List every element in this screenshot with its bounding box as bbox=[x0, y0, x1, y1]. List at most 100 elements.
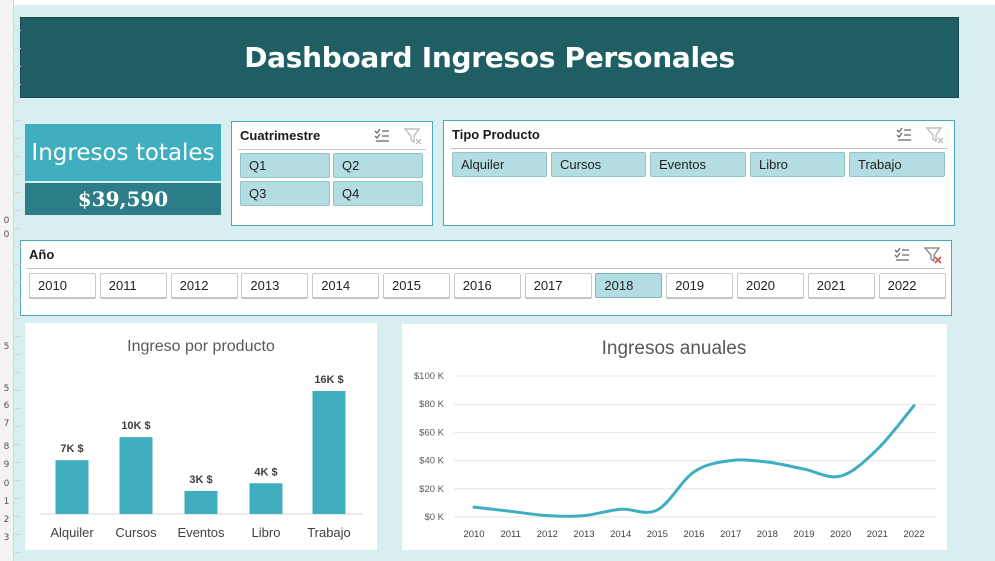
slicer-button-year-2015[interactable]: 2015 bbox=[383, 273, 450, 298]
grid-line bbox=[13, 192, 21, 193]
row-number[interactable]: 0 bbox=[3, 216, 10, 226]
category-label: Libro bbox=[252, 525, 281, 540]
slicer-tipo-producto[interactable]: Tipo Producto Alquiler Cursos Eventos Li… bbox=[443, 120, 955, 226]
row-number[interactable]: 7 bbox=[3, 419, 10, 429]
y-tick-label: $20 K bbox=[419, 484, 444, 495]
grid-line bbox=[13, 444, 21, 445]
slicer-button-year-2011[interactable]: 2011 bbox=[99, 273, 167, 298]
bar-cursos[interactable] bbox=[119, 437, 153, 514]
dashboard-title-banner: Dashboard Ingresos Personales bbox=[20, 17, 959, 98]
slicer-button-libro[interactable]: Libro bbox=[750, 152, 845, 177]
slicer-button-alquiler[interactable]: Alquiler bbox=[452, 152, 547, 177]
slicer-divider bbox=[27, 268, 945, 269]
kpi-label: Ingresos totales bbox=[31, 139, 215, 166]
slicer-button-year-2022[interactable]: 2022 bbox=[878, 273, 946, 298]
bar-libro[interactable] bbox=[249, 483, 283, 514]
slicer-button-year-2017[interactable]: 2017 bbox=[524, 273, 592, 298]
row-header-gutter: 0 0 5 5 6 7 8 9 0 1 2 3 bbox=[0, 0, 14, 561]
slicer-button-trabajo[interactable]: Trabajo bbox=[849, 152, 945, 177]
grid-line bbox=[13, 48, 21, 49]
slicer-button-year-2016[interactable]: 2016 bbox=[453, 273, 521, 298]
y-tick-label: $40 K bbox=[419, 456, 444, 467]
y-tick-label: $80 K bbox=[419, 399, 444, 410]
slicer-button-year-2021[interactable]: 2021 bbox=[807, 273, 875, 298]
chart-title: Ingresos anuales bbox=[602, 338, 747, 359]
row-number[interactable]: 9 bbox=[3, 460, 10, 470]
slicer-divider bbox=[450, 148, 948, 149]
category-label: Eventos bbox=[178, 525, 225, 540]
x-tick-label: 2010 bbox=[463, 529, 484, 540]
grid-line bbox=[13, 534, 21, 535]
series-line-ingresos[interactable] bbox=[472, 404, 916, 518]
x-tick-label: 2018 bbox=[757, 529, 778, 540]
slicer-button-year-2019[interactable]: 2019 bbox=[666, 273, 734, 298]
slicer-button-year-2010[interactable]: 2010 bbox=[29, 273, 96, 298]
grid-line bbox=[13, 372, 21, 373]
slicer-cuatrimestre[interactable]: Cuatrimestre Q1 Q2 Q3 Q4 bbox=[231, 121, 433, 226]
grid-line bbox=[13, 120, 21, 121]
slicer-anio[interactable]: Año 2010 2011 2012 2013 2014 2015 2016 2017 2018… bbox=[20, 240, 952, 316]
multi-select-icon[interactable] bbox=[373, 127, 391, 145]
slicer-button-q2[interactable]: Q2 bbox=[333, 153, 423, 178]
grid-line bbox=[13, 426, 21, 427]
row-number[interactable]: 0 bbox=[3, 230, 10, 240]
clear-filter-icon[interactable] bbox=[924, 246, 942, 264]
grid-line bbox=[13, 246, 21, 247]
slicer-button-year-2012[interactable]: 2012 bbox=[170, 273, 238, 298]
x-tick-label: 2015 bbox=[647, 529, 668, 540]
x-tick-label: 2011 bbox=[500, 529, 520, 540]
multi-select-icon[interactable] bbox=[895, 126, 913, 144]
row-number[interactable]: 5 bbox=[3, 342, 10, 352]
slicer-button-cursos[interactable]: Cursos bbox=[551, 152, 646, 177]
category-label: Trabajo bbox=[307, 525, 351, 540]
clear-filter-icon[interactable] bbox=[404, 127, 422, 145]
row-number[interactable]: 6 bbox=[3, 401, 10, 411]
slicer-header: Año bbox=[29, 247, 55, 262]
grid-line bbox=[13, 480, 21, 481]
clear-filter-icon[interactable] bbox=[926, 126, 944, 144]
x-tick-label: 2014 bbox=[610, 529, 631, 540]
x-tick-label: 2013 bbox=[573, 529, 594, 540]
slicer-button-year-2013[interactable]: 2013 bbox=[241, 273, 309, 298]
slicer-button-year-2014[interactable]: 2014 bbox=[312, 273, 380, 298]
category-label: Cursos bbox=[115, 525, 157, 540]
row-number[interactable]: 8 bbox=[3, 442, 10, 452]
grid-line bbox=[13, 228, 21, 229]
row-number[interactable]: 0 bbox=[3, 479, 10, 489]
row-number[interactable]: 1 bbox=[3, 497, 10, 507]
kpi-value-box: $39,590 bbox=[25, 183, 221, 215]
grid-line bbox=[13, 354, 21, 355]
grid-line bbox=[13, 174, 21, 175]
bar-eventos[interactable] bbox=[184, 490, 218, 514]
slicer-header: Tipo Producto bbox=[452, 127, 540, 142]
row-number[interactable]: 5 bbox=[3, 384, 10, 394]
x-tick-label: 2012 bbox=[537, 529, 558, 540]
slicer-button-q4[interactable]: Q4 bbox=[333, 181, 423, 206]
kpi-label-box: Ingresos totales bbox=[25, 124, 221, 181]
grid-line bbox=[13, 156, 21, 157]
row-number[interactable]: 2 bbox=[3, 515, 10, 525]
slicer-button-q3[interactable]: Q3 bbox=[240, 181, 330, 206]
grid-line bbox=[13, 66, 21, 67]
bar-trabajo[interactable] bbox=[312, 391, 346, 514]
data-label: 10K $ bbox=[121, 420, 150, 432]
slicer-button-year-2018[interactable]: 2018 bbox=[595, 273, 663, 298]
chart-title: Ingreso por producto bbox=[127, 338, 275, 355]
bar-alquiler[interactable] bbox=[55, 460, 89, 514]
grid-line bbox=[13, 552, 21, 553]
data-label: 4K $ bbox=[254, 466, 277, 478]
category-label: Alquiler bbox=[50, 525, 94, 540]
x-tick-label: 2020 bbox=[830, 529, 851, 540]
x-tick-label: 2019 bbox=[793, 529, 814, 540]
multi-select-icon[interactable] bbox=[893, 246, 911, 264]
y-tick-label: $60 K bbox=[419, 427, 444, 438]
grid-line bbox=[13, 282, 21, 283]
slicer-button-q1[interactable]: Q1 bbox=[240, 153, 330, 178]
slicer-button-year-2020[interactable]: 2020 bbox=[737, 273, 804, 298]
grid-line bbox=[13, 318, 21, 319]
row-number[interactable]: 3 bbox=[3, 533, 10, 543]
x-tick-label: 2021 bbox=[867, 529, 888, 540]
grid-line bbox=[13, 462, 21, 463]
grid-line bbox=[13, 336, 21, 337]
slicer-button-eventos[interactable]: Eventos bbox=[650, 152, 746, 177]
